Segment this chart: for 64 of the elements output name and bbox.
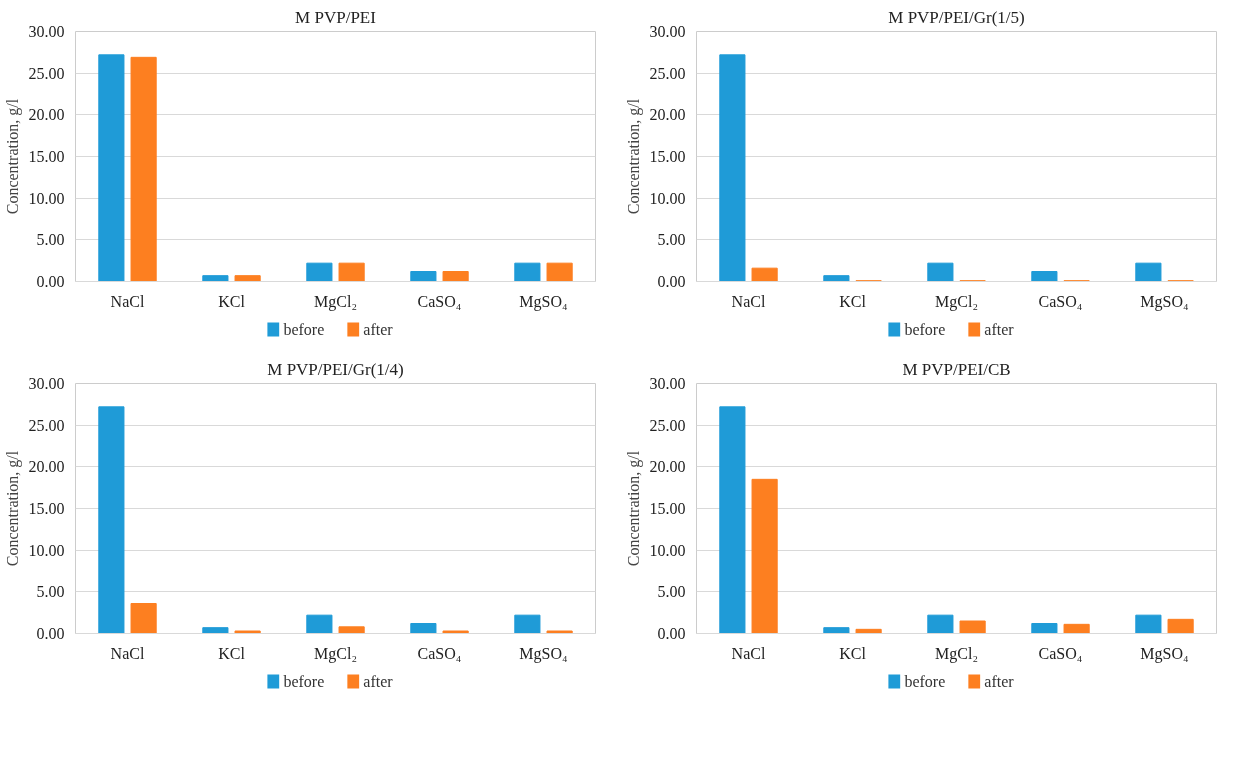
x-tick-label: MgSO₄ bbox=[1140, 644, 1190, 663]
x-tick-label: NaCl bbox=[110, 644, 145, 662]
legend-label: before bbox=[283, 321, 325, 338]
x-tick-label: MgCl₂ bbox=[935, 292, 978, 311]
y-tick-label: 20.00 bbox=[28, 106, 65, 124]
y-tick-label: 0.00 bbox=[36, 273, 65, 290]
y-tick-label: 30.00 bbox=[649, 375, 686, 392]
y-tick-label: 15.00 bbox=[649, 148, 686, 165]
chart-title: M PVP/PEI bbox=[295, 7, 377, 27]
y-tick-label: 5.00 bbox=[657, 231, 686, 249]
legend-label: after bbox=[984, 673, 1015, 690]
x-tick-label: CaSO₄ bbox=[1038, 292, 1083, 310]
x-tick-label: MgSO₄ bbox=[1140, 292, 1190, 311]
x-tick-label: MgCl₂ bbox=[314, 292, 357, 311]
x-tick-label: NaCl bbox=[110, 292, 145, 310]
y-tick-label: 15.00 bbox=[28, 148, 65, 165]
y-tick-label: 25.00 bbox=[649, 64, 686, 82]
y-tick-label: 5.00 bbox=[36, 231, 65, 249]
x-tick-label: MgCl₂ bbox=[314, 644, 357, 663]
y-tick-label: 25.00 bbox=[28, 64, 65, 82]
legend-label: before bbox=[904, 673, 946, 690]
x-tick-label: CaSO₄ bbox=[1038, 644, 1083, 662]
y-tick-label: 10.00 bbox=[649, 541, 686, 559]
x-tick-label: KCl bbox=[218, 644, 246, 662]
y-tick-label: 5.00 bbox=[36, 583, 65, 601]
y-tick-label: 15.00 bbox=[28, 500, 65, 517]
legend-label: before bbox=[904, 321, 946, 338]
y-axis-title: Concentration, g/l bbox=[624, 450, 643, 567]
y-tick-label: 25.00 bbox=[649, 416, 686, 434]
y-axis-title: Concentration, g/l bbox=[624, 98, 643, 215]
y-tick-label: 0.00 bbox=[36, 625, 65, 642]
y-tick-label: 30.00 bbox=[28, 375, 65, 392]
x-tick-label: KCl bbox=[218, 292, 246, 310]
y-tick-label: 15.00 bbox=[649, 500, 686, 517]
x-tick-label: NaCl bbox=[731, 644, 766, 662]
x-tick-label: MgCl₂ bbox=[935, 644, 978, 663]
legend-label: before bbox=[283, 673, 325, 690]
chart-title: M PVP/PEI/Gr(1/5) bbox=[888, 7, 1025, 27]
y-axis-title: Concentration, g/l bbox=[3, 450, 22, 567]
legend-label: after bbox=[363, 673, 394, 690]
y-tick-label: 20.00 bbox=[28, 458, 65, 476]
x-tick-label: MgSO₄ bbox=[519, 292, 569, 311]
x-tick-label: CaSO₄ bbox=[417, 644, 462, 662]
legend-label: after bbox=[984, 321, 1015, 338]
chart-title: M PVP/PEI/CB bbox=[902, 359, 1011, 379]
y-tick-label: 0.00 bbox=[657, 625, 686, 642]
y-tick-label: 0.00 bbox=[657, 273, 686, 290]
legend-label: after bbox=[363, 321, 394, 338]
y-tick-label: 10.00 bbox=[649, 189, 686, 207]
y-tick-label: 20.00 bbox=[649, 458, 686, 476]
y-tick-label: 30.00 bbox=[649, 23, 686, 40]
chart-title: M PVP/PEI/Gr(1/4) bbox=[267, 359, 404, 379]
y-tick-label: 30.00 bbox=[28, 23, 65, 40]
x-tick-label: NaCl bbox=[731, 292, 766, 310]
y-tick-label: 5.00 bbox=[657, 583, 686, 601]
y-tick-label: 10.00 bbox=[28, 189, 65, 207]
x-tick-label: KCl bbox=[839, 644, 867, 662]
y-tick-label: 10.00 bbox=[28, 541, 65, 559]
x-tick-label: KCl bbox=[839, 292, 867, 310]
x-tick-label: MgSO₄ bbox=[519, 644, 569, 663]
x-tick-label: CaSO₄ bbox=[417, 292, 462, 310]
y-tick-label: 20.00 bbox=[649, 106, 686, 124]
y-tick-label: 25.00 bbox=[28, 416, 65, 434]
y-axis-title: Concentration, g/l bbox=[3, 98, 22, 215]
